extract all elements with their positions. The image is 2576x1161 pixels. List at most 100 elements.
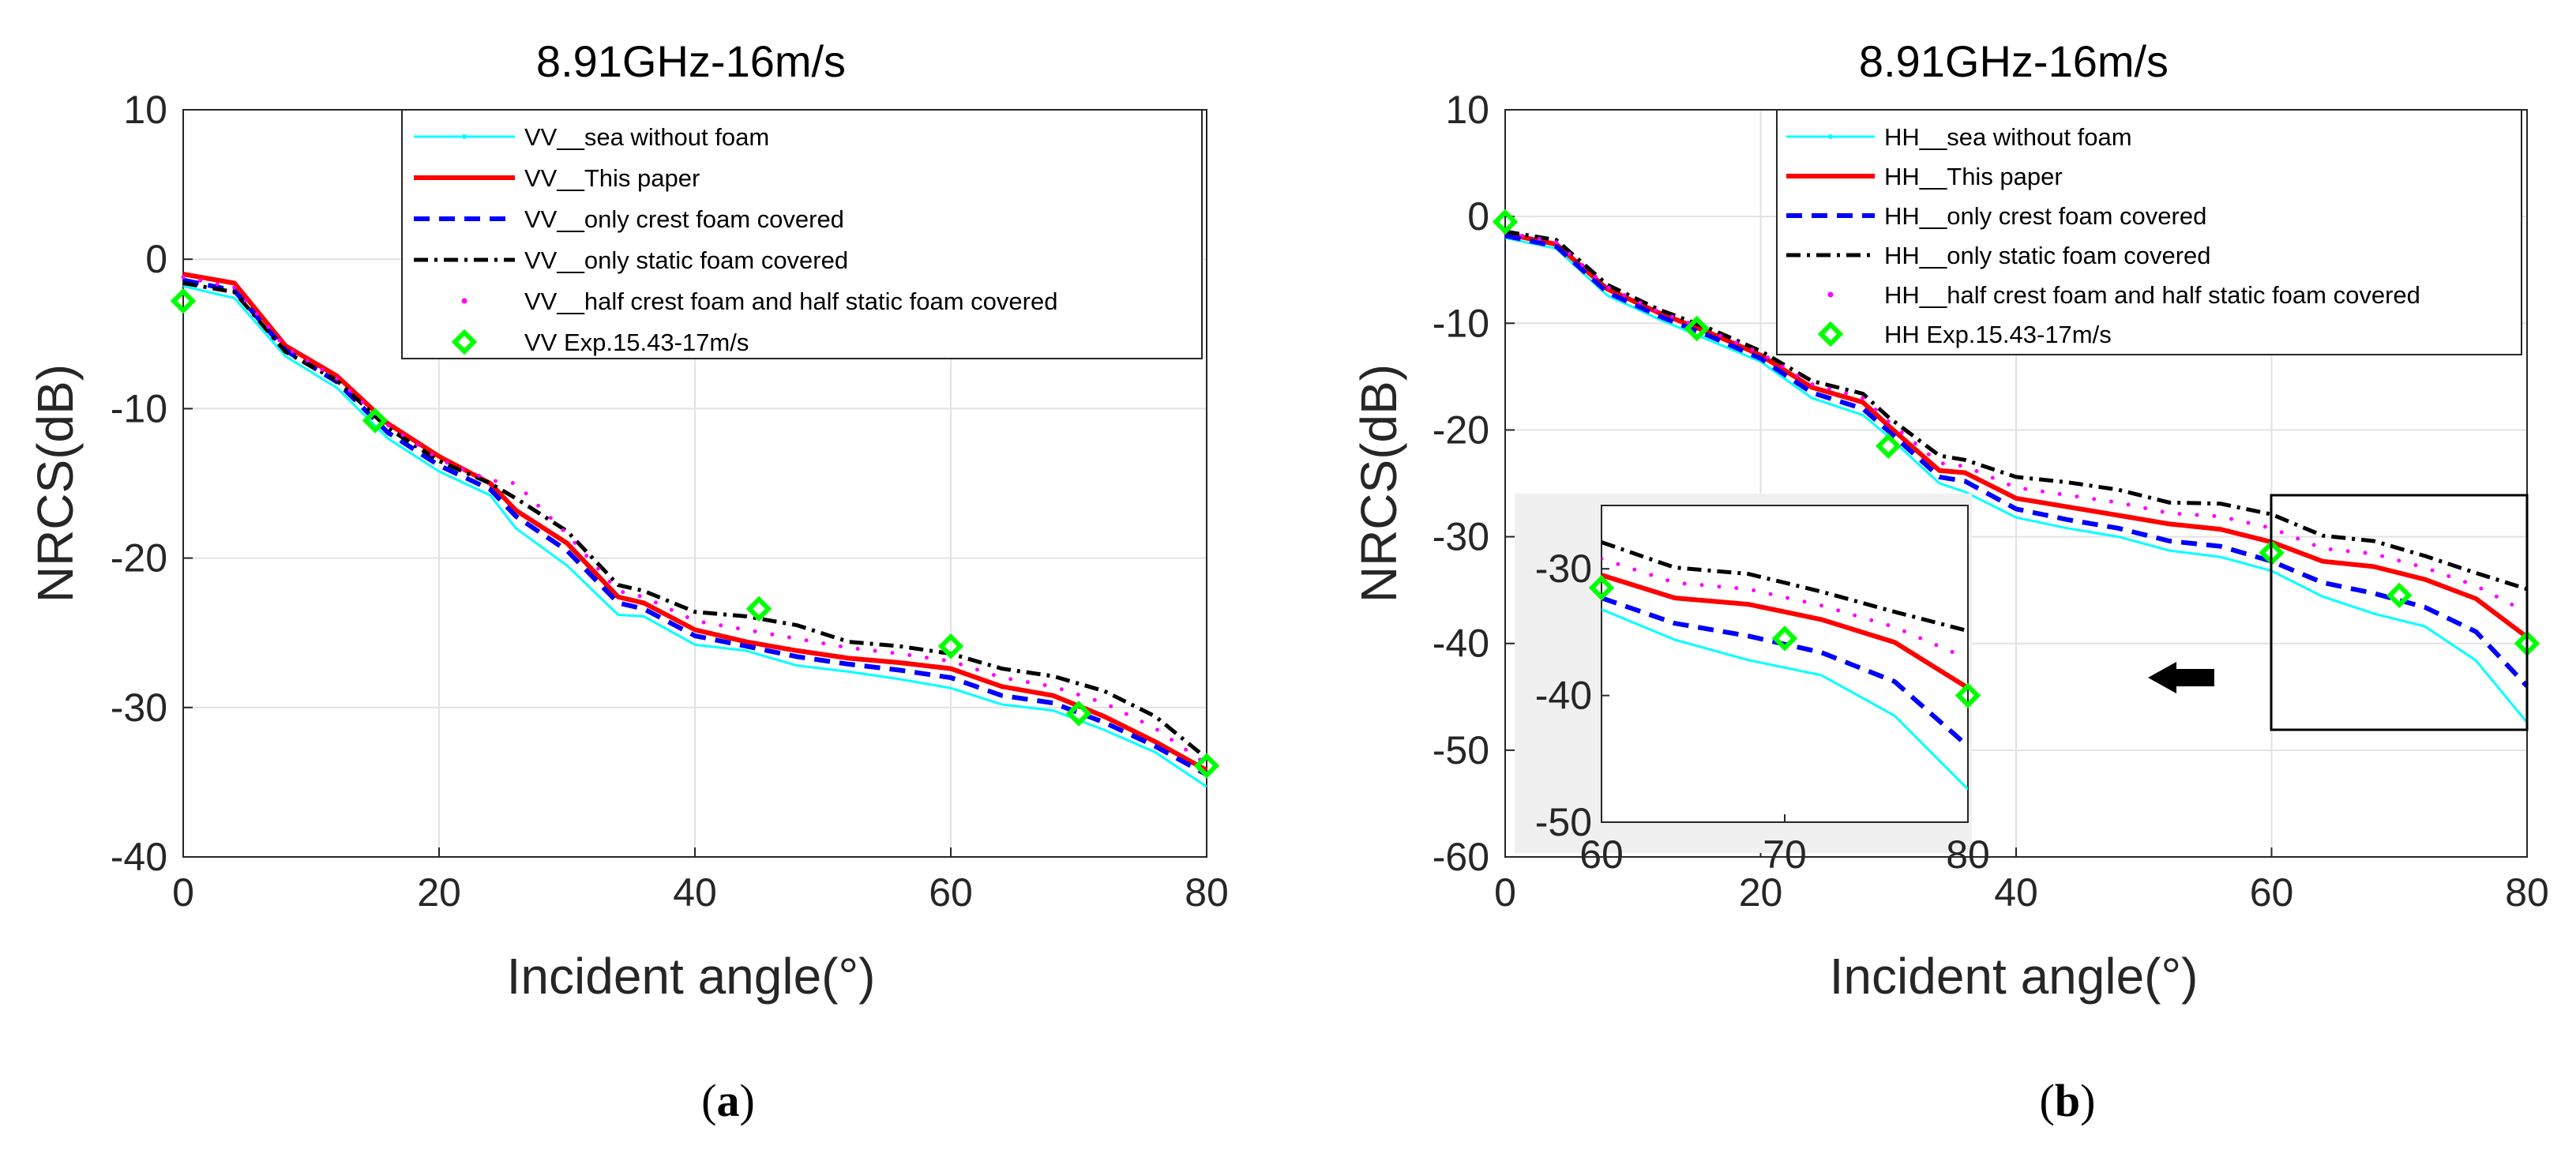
caption-b-letter: b (2055, 1075, 2080, 1126)
inset-experiment-marker (1771, 626, 1798, 652)
x-tick-label: 40 (1994, 870, 2038, 915)
inset-experiment-marker (1588, 575, 1615, 601)
legend-label: HH__This paper (1884, 163, 2063, 190)
experiment-marker (2386, 582, 2413, 609)
series-line-only-static (1504, 229, 2528, 592)
inset-series-line-this-paper (1602, 573, 1968, 690)
panel-a-series (181, 272, 1209, 788)
caption-a: (a) (701, 1075, 755, 1126)
caption-b: (b) (2040, 1075, 2096, 1126)
inset-experiment-markers (1588, 575, 1981, 708)
x-tick-label: 80 (2505, 870, 2549, 915)
inset-experiment-marker (1955, 682, 1981, 708)
panel-b-inset: 60 70 80 -30 -40 -50 (1515, 494, 1990, 877)
y-tick-label: 10 (1445, 88, 1489, 132)
legend-label: HH__sea without foam (1884, 123, 2132, 151)
experiment-marker (1684, 315, 1710, 342)
panel-a-title: 8.91GHz-16m/s (536, 36, 846, 86)
panel-b-legend-box (1776, 109, 2522, 355)
y-tick-label: -50 (1433, 728, 1489, 772)
zoom-region-box (2270, 494, 2529, 731)
inset-series-line-only-crest (1602, 596, 1968, 749)
y-tick-label: -10 (111, 386, 167, 430)
y-tick-label: -40 (1433, 622, 1489, 666)
y-tick-label: 0 (145, 237, 167, 281)
series-line-this-paper (182, 272, 1208, 772)
y-tick-label: -30 (1433, 515, 1489, 559)
y-tick-label: -20 (1433, 408, 1489, 452)
x-tick-label: 80 (1185, 870, 1229, 915)
inset-y-tick-label: -30 (1535, 547, 1592, 591)
series-line-half-half (181, 275, 1209, 767)
experiment-marker (937, 633, 964, 659)
inset-series-clip (1602, 540, 1968, 791)
inset-x-tick-label: 60 (1579, 832, 1624, 877)
panel-b-xlabel: Incident angle(°) (1830, 948, 2199, 1005)
legend-marker-experiment (451, 329, 478, 355)
series-line-this-paper (1504, 231, 2529, 639)
legend-marker-dotted (1827, 291, 1834, 298)
inset-series-line-only-static (1602, 540, 1968, 633)
inset-y-tick-label: -50 (1535, 800, 1592, 844)
legend-label: VV__sea without foam (524, 123, 769, 151)
series-line-half-half (1503, 230, 2529, 614)
x-tick-label: 0 (172, 870, 194, 915)
inset-x-tick-label: 70 (1763, 832, 1807, 877)
x-tick-label: 20 (417, 870, 461, 915)
legend-label: HH Exp.15.43-17m/s (1884, 321, 2112, 348)
y-tick-label: -10 (1433, 301, 1489, 345)
panel-a-xlabel: Incident angle(°) (507, 948, 876, 1005)
legend-label: VV__This paper (524, 164, 700, 192)
legend-label: VV__only static foam covered (524, 246, 848, 274)
panel-b: 8.91GHz-16m/s 0 20 40 60 80100-10-20-30-40-5… (1350, 36, 2549, 1005)
series-line-only-crest (182, 277, 1208, 777)
legend-label: HH__half crest foam and half static foam… (1884, 281, 2420, 309)
panel-a-legend: VV__sea without foam VV__This paper VV__on… (401, 109, 1203, 359)
series-line-sea-without-foam (182, 284, 1207, 788)
caption-a-letter: a (717, 1075, 740, 1126)
y-tick-label: -40 (111, 835, 167, 879)
legend-label: HH__only static foam covered (1884, 242, 2211, 269)
y-tick-label: -60 (1433, 835, 1489, 879)
experiment-marker (1876, 433, 1902, 459)
legend-point-marker (1828, 134, 1833, 139)
legend-label: VV__half crest foam and half static foam… (524, 287, 1057, 315)
inset-y-tick-label: -40 (1535, 674, 1592, 718)
x-tick-label: 60 (929, 870, 973, 915)
inset-ticks: 60 70 80 -30 -40 -50 (1535, 547, 1990, 877)
legend-label: VV Exp.15.43-17m/s (524, 329, 749, 356)
experiment-marker (170, 287, 197, 314)
experiment-marker (1492, 209, 1519, 235)
series-line-only-crest (1504, 233, 2529, 688)
x-tick-label: 60 (2250, 870, 2294, 915)
panel-a-experiment-markers (170, 287, 1220, 779)
legend-marker-dotted (461, 298, 468, 304)
x-tick-label: 20 (1739, 870, 1783, 915)
panel-b-ylabel: NRCS(dB) (1350, 364, 1407, 603)
legend-point-marker (462, 134, 467, 139)
series-line-sea-without-foam (1504, 236, 2529, 723)
y-tick-label: -30 (111, 686, 167, 730)
legend-label: VV__only crest foam covered (524, 205, 844, 233)
y-tick-label: -20 (111, 536, 167, 580)
legend-label: HH__only crest foam covered (1884, 202, 2206, 230)
experiment-marker (745, 596, 772, 622)
y-tick-label: 0 (1467, 194, 1489, 239)
panel-b-legend: HH__sea without foam HH__This paper HH__on… (1776, 109, 2522, 355)
series-line-only-static (182, 281, 1208, 761)
experiment-marker (362, 408, 389, 434)
inset-series-line-sea-without-foam (1602, 608, 1968, 791)
panel-a-ylabel: NRCS(dB) (27, 364, 84, 603)
panel-b-series (1503, 229, 2529, 723)
panel-a-legend-box (401, 109, 1203, 359)
experiment-marker (1193, 753, 1220, 779)
zoom-arrow-icon (2148, 662, 2214, 693)
y-tick-label: 10 (123, 88, 167, 132)
x-tick-label: 0 (1494, 870, 1516, 915)
inset-axes-box (1601, 505, 1969, 823)
legend-marker-experiment (1817, 321, 1844, 348)
